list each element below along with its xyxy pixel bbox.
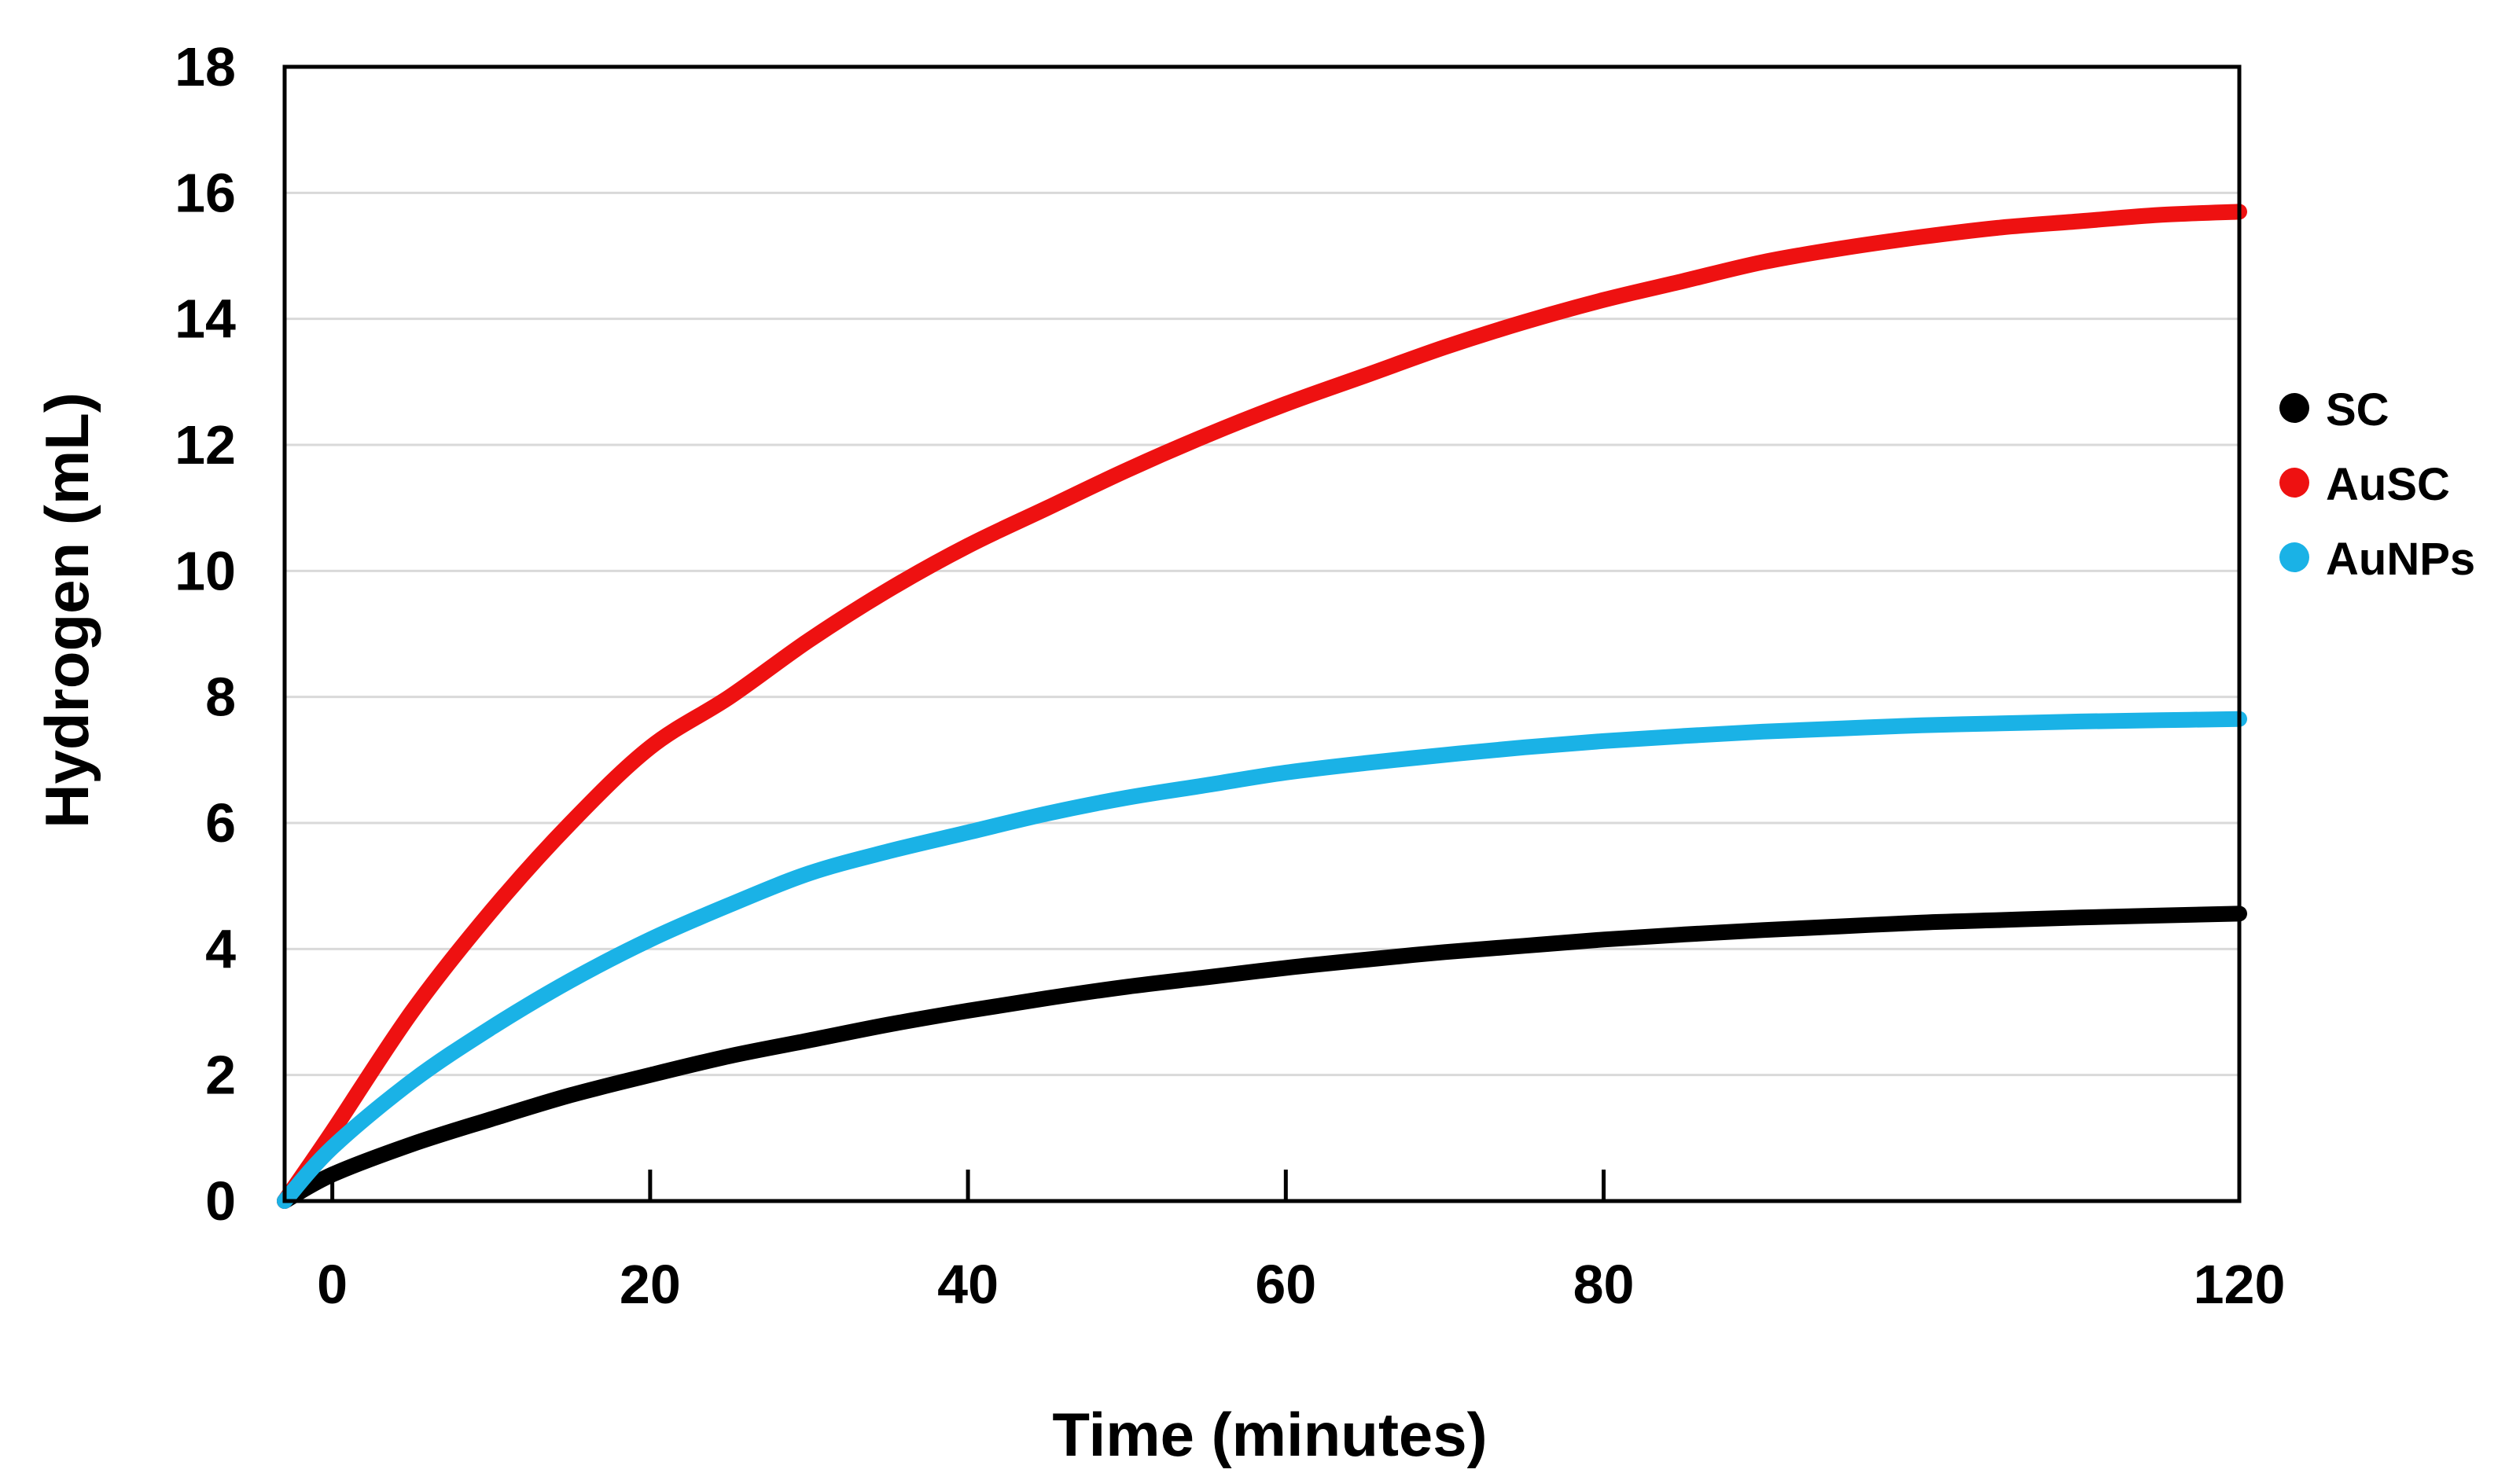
legend-label-ausc: AuSC <box>2326 459 2450 510</box>
legend: SC AuSC AuNPs <box>2279 384 2475 585</box>
x-tick-label-60: 60 <box>1255 1254 1316 1315</box>
x-axis-title: Time (minutes) <box>1052 1400 1487 1469</box>
y-tick-label-8: 8 <box>205 667 236 728</box>
y-axis-title: Hydrogen (mL) <box>32 392 101 828</box>
legend-marker-ausc <box>2279 468 2309 498</box>
y-tick-label-18: 18 <box>175 36 236 97</box>
y-tick-label-6: 6 <box>205 792 236 854</box>
x-axis-ticks: 0 20 40 60 80 120 <box>317 1170 2285 1315</box>
y-tick-label-10: 10 <box>175 540 236 601</box>
series-line-sc <box>277 905 2247 1209</box>
grid-lines <box>285 191 2239 1077</box>
y-tick-label-14: 14 <box>175 288 236 350</box>
plot-series <box>277 204 2247 1209</box>
legend-marker-sc <box>2279 393 2309 423</box>
y-tick-label-4: 4 <box>205 918 236 979</box>
x-tick-label-0: 0 <box>317 1254 348 1315</box>
legend-marker-aunps <box>2279 542 2309 572</box>
x-tick-label-80: 80 <box>1573 1254 1635 1315</box>
x-tick-label-120: 120 <box>2194 1254 2286 1315</box>
series-line-ausc <box>277 204 2247 1209</box>
y-tick-label-16: 16 <box>175 162 236 223</box>
x-tick-label-20: 20 <box>620 1254 681 1315</box>
x-tick-label-40: 40 <box>937 1254 999 1315</box>
plot-area-frame <box>282 64 2242 1203</box>
legend-label-sc: SC <box>2326 384 2389 435</box>
y-tick-label-2: 2 <box>205 1045 236 1106</box>
series-line-aunps <box>277 711 2247 1209</box>
y-tick-label-12: 12 <box>175 414 236 476</box>
y-axis-ticks: 0 2 4 6 8 10 12 14 16 18 <box>175 36 236 1232</box>
legend-label-aunps: AuNPs <box>2326 534 2475 585</box>
y-tick-label-0: 0 <box>205 1170 236 1232</box>
